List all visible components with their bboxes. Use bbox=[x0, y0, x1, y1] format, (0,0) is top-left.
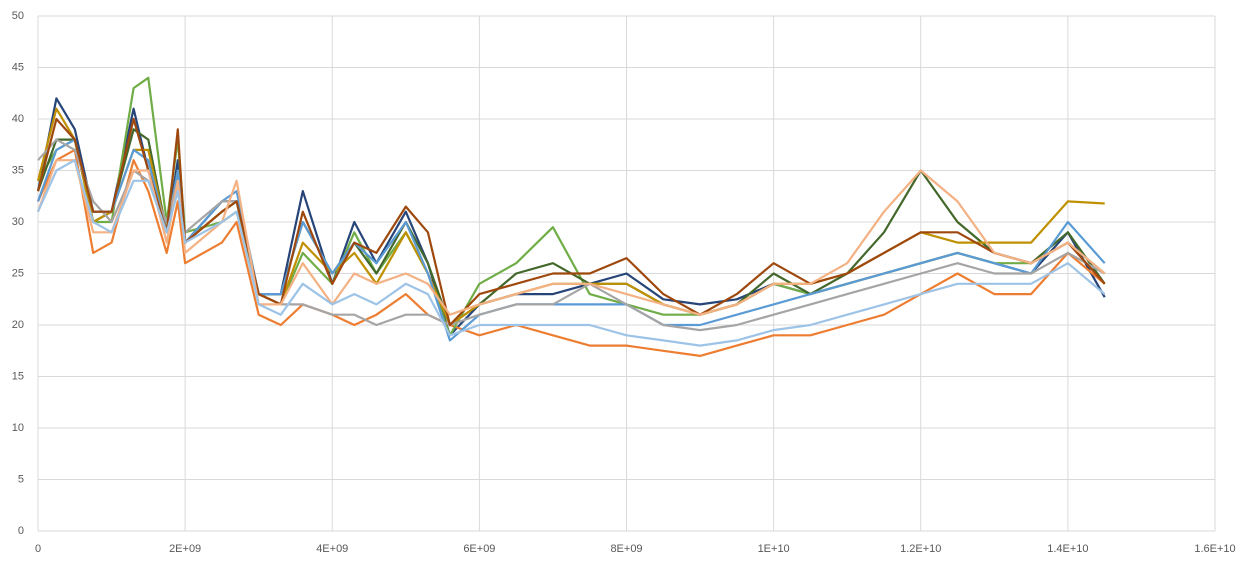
x-tick-label: 4E+09 bbox=[316, 543, 348, 555]
y-tick-label: 15 bbox=[12, 370, 24, 382]
x-tick-label: 1.6E+10 bbox=[1194, 543, 1235, 555]
y-tick-label: 45 bbox=[12, 61, 24, 73]
series-line bbox=[36, 107, 1105, 327]
y-tick-label: 30 bbox=[12, 216, 24, 228]
y-tick-label: 50 bbox=[12, 10, 24, 22]
x-tick-label: 0 bbox=[35, 543, 41, 555]
x-tick-label: 2E+09 bbox=[169, 543, 201, 555]
y-tick-label: 40 bbox=[12, 113, 24, 125]
series-line bbox=[36, 97, 1106, 337]
y-tick-label: 5 bbox=[18, 473, 24, 485]
y-tick-label: 35 bbox=[12, 164, 24, 176]
series-line bbox=[36, 159, 1106, 347]
series-line bbox=[36, 138, 1106, 342]
y-tick-label: 10 bbox=[12, 422, 24, 434]
y-tick-label: 0 bbox=[18, 525, 24, 537]
x-tick-label: 8E+09 bbox=[610, 543, 642, 555]
x-tick-label: 1E+10 bbox=[758, 543, 790, 555]
x-tick-label: 6E+09 bbox=[463, 543, 495, 555]
y-tick-label: 25 bbox=[12, 267, 24, 279]
series-line bbox=[37, 76, 1106, 337]
series-line bbox=[36, 159, 1106, 316]
x-tick-label: 1.2E+10 bbox=[900, 543, 941, 555]
x-tick-label: 1.4E+10 bbox=[1047, 543, 1088, 555]
y-tick-label: 20 bbox=[12, 319, 24, 331]
series-line bbox=[36, 128, 1106, 327]
